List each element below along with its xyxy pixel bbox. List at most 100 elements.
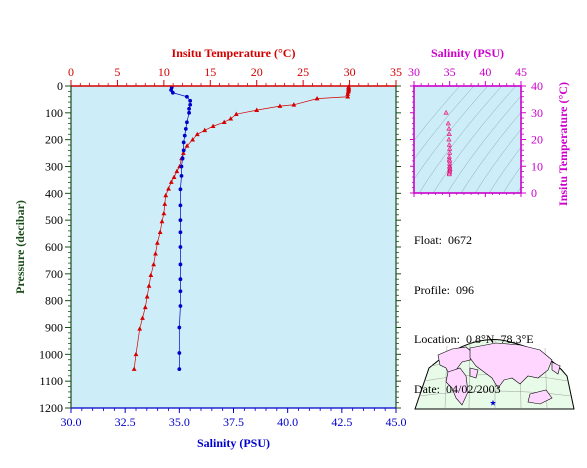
bottom-axis-tick-label: 37.5	[223, 415, 244, 429]
ts-x-tick-label: 30	[408, 65, 420, 79]
temperature-point	[190, 137, 196, 142]
float-location-map	[414, 339, 575, 410]
salinity-point	[177, 367, 182, 371]
temperature-point	[140, 315, 145, 320]
salinity-point	[178, 262, 183, 267]
ts-point	[446, 136, 452, 142]
temperature-point	[144, 294, 150, 299]
ts-point	[446, 131, 452, 136]
density-contours	[414, 86, 521, 193]
ts-point	[446, 141, 452, 147]
salinity-point	[178, 203, 183, 208]
salinity-point	[188, 98, 193, 103]
temperature-point	[202, 127, 208, 133]
ts-point	[447, 149, 453, 155]
float-id-text: Float: 0672	[414, 233, 473, 247]
temperature-point	[277, 103, 283, 108]
temperature-point	[171, 174, 177, 180]
y-axis-tick-label: 400	[45, 186, 63, 200]
top-axis-tick-label: 30	[344, 65, 356, 79]
ts-x-axis-title: Salinity (PSU)	[431, 46, 504, 60]
temperature-point	[146, 283, 152, 288]
location-text: Location: 0.8°N 78.3°E	[414, 332, 534, 346]
ts-point	[443, 109, 449, 115]
map-land	[437, 342, 561, 406]
bottom-axis-tick-label: 45.0	[386, 415, 407, 429]
density-contour	[474, 128, 521, 193]
salinity-point	[179, 173, 184, 178]
main-plot-background	[71, 86, 396, 408]
temperature-point	[221, 119, 227, 125]
top-axis-tick-label: 10	[158, 65, 170, 79]
ts-y-tick-label: 40	[531, 79, 543, 93]
ts-x-tick-label: 45	[515, 65, 527, 79]
date-text: Date: 04/02/2003	[414, 381, 501, 396]
float-location-star	[489, 399, 497, 406]
temperature-point	[133, 351, 139, 357]
top-axis-tick-label: 15	[204, 65, 216, 79]
salinity-point	[179, 164, 184, 169]
salinity-point	[169, 88, 174, 92]
salinity-point	[187, 106, 191, 111]
temperature-point	[161, 210, 167, 216]
temperature-point	[151, 261, 157, 267]
y-axis-tick-label: 300	[45, 160, 63, 174]
temperature-point	[153, 251, 158, 256]
y-axis-tick-label: 800	[45, 294, 63, 308]
temperature-point	[194, 131, 200, 137]
salinity-point	[183, 127, 188, 131]
ts-point	[446, 171, 452, 177]
ts-diagram-plot: 30 35 40 45 0 10 20 30 40 Salinity (PSU) Insitu …	[408, 46, 570, 206]
density-contour	[502, 165, 521, 193]
bottom-axis-title: Salinity (PSU)	[197, 436, 270, 450]
salinity-point	[178, 230, 183, 235]
top-axis-tick-label: 25	[297, 65, 309, 79]
salinity-point	[178, 277, 183, 282]
temperature-point	[180, 150, 186, 155]
y-axis-tick-label: 200	[45, 133, 63, 147]
density-contour	[414, 86, 461, 142]
temperature-point	[345, 91, 351, 96]
y-axis-tick-label: 1100	[39, 374, 63, 388]
temperature-point	[162, 201, 168, 206]
bottom-axis-tick-label: 42.5	[331, 415, 352, 429]
star-icon	[489, 399, 497, 406]
top-axis-tick-label: 20	[251, 65, 263, 79]
density-contour	[414, 86, 475, 160]
top-axis-tick-label: 0	[68, 65, 74, 79]
salinity-point	[188, 102, 193, 107]
salinity-point	[187, 110, 191, 115]
temperature-point	[291, 102, 297, 107]
salinity-point	[177, 351, 182, 355]
ts-y-tick-label: 0	[531, 186, 537, 200]
ts-y-tick-label: 20	[531, 133, 543, 147]
top-axis-tick-label: 35	[390, 65, 402, 79]
density-contour	[418, 86, 503, 193]
salinity-point	[182, 133, 187, 138]
salinity-point	[178, 289, 183, 294]
y-axis-tick-label: 500	[45, 213, 63, 227]
salinity-point	[178, 218, 183, 223]
top-axis-tick-label: 5	[114, 65, 120, 79]
y-axis-tick-label: 600	[45, 240, 63, 254]
temperature-point	[159, 218, 165, 224]
temperature-point	[314, 96, 320, 101]
salinity-point	[185, 120, 189, 125]
salinity-profile-line	[170, 87, 191, 370]
salinity-point	[170, 90, 175, 95]
salinity-point	[181, 140, 186, 145]
y-axis-tick-label: 700	[45, 267, 63, 281]
y-axis-tick-label: 0	[57, 79, 63, 93]
y-axis-tick-label: 1000	[39, 347, 63, 361]
ts-x-tick-label: 40	[479, 65, 491, 79]
temperature-point	[154, 240, 160, 245]
temperature-point	[174, 168, 180, 174]
temperature-point	[157, 229, 163, 235]
temperature-point	[142, 304, 148, 310]
y-axis-tick-label: 900	[45, 321, 63, 335]
salinity-point	[181, 148, 186, 153]
salinity-point	[178, 304, 183, 308]
density-contour	[488, 146, 521, 193]
y-axis-title: Pressure (decibar)	[13, 200, 27, 294]
